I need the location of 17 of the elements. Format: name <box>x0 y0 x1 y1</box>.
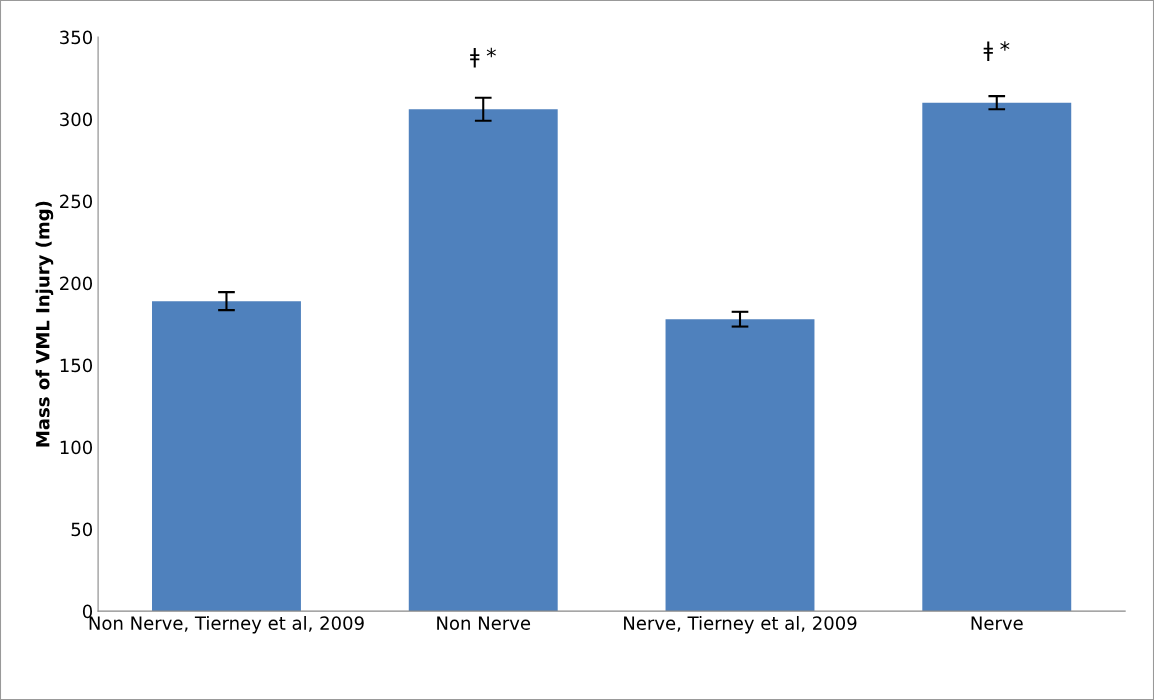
annotation: ǂ * <box>983 41 1010 62</box>
bar <box>408 109 558 612</box>
x-tick-label: Nerve <box>971 616 1023 630</box>
y-tick-label: 50 <box>71 522 93 537</box>
x-tick-label: Nerve, Tierney et al, 2009 <box>624 615 857 634</box>
annotation: ǂ * <box>470 47 496 68</box>
y-tick-label: 200 <box>60 276 93 291</box>
bar <box>922 102 1072 612</box>
bar <box>152 301 301 612</box>
y-axis-title: Mass of VML Injury (mg) <box>35 201 54 447</box>
y-tick-label: 250 <box>60 194 93 209</box>
bar <box>665 319 815 612</box>
x-tick-label: Non Nerve <box>437 616 531 630</box>
y-tick-label: 150 <box>60 358 93 373</box>
y-tick-label: 300 <box>60 112 93 127</box>
y-tick-label: 100 <box>60 440 93 455</box>
y-tick-label: 350 <box>60 30 93 45</box>
